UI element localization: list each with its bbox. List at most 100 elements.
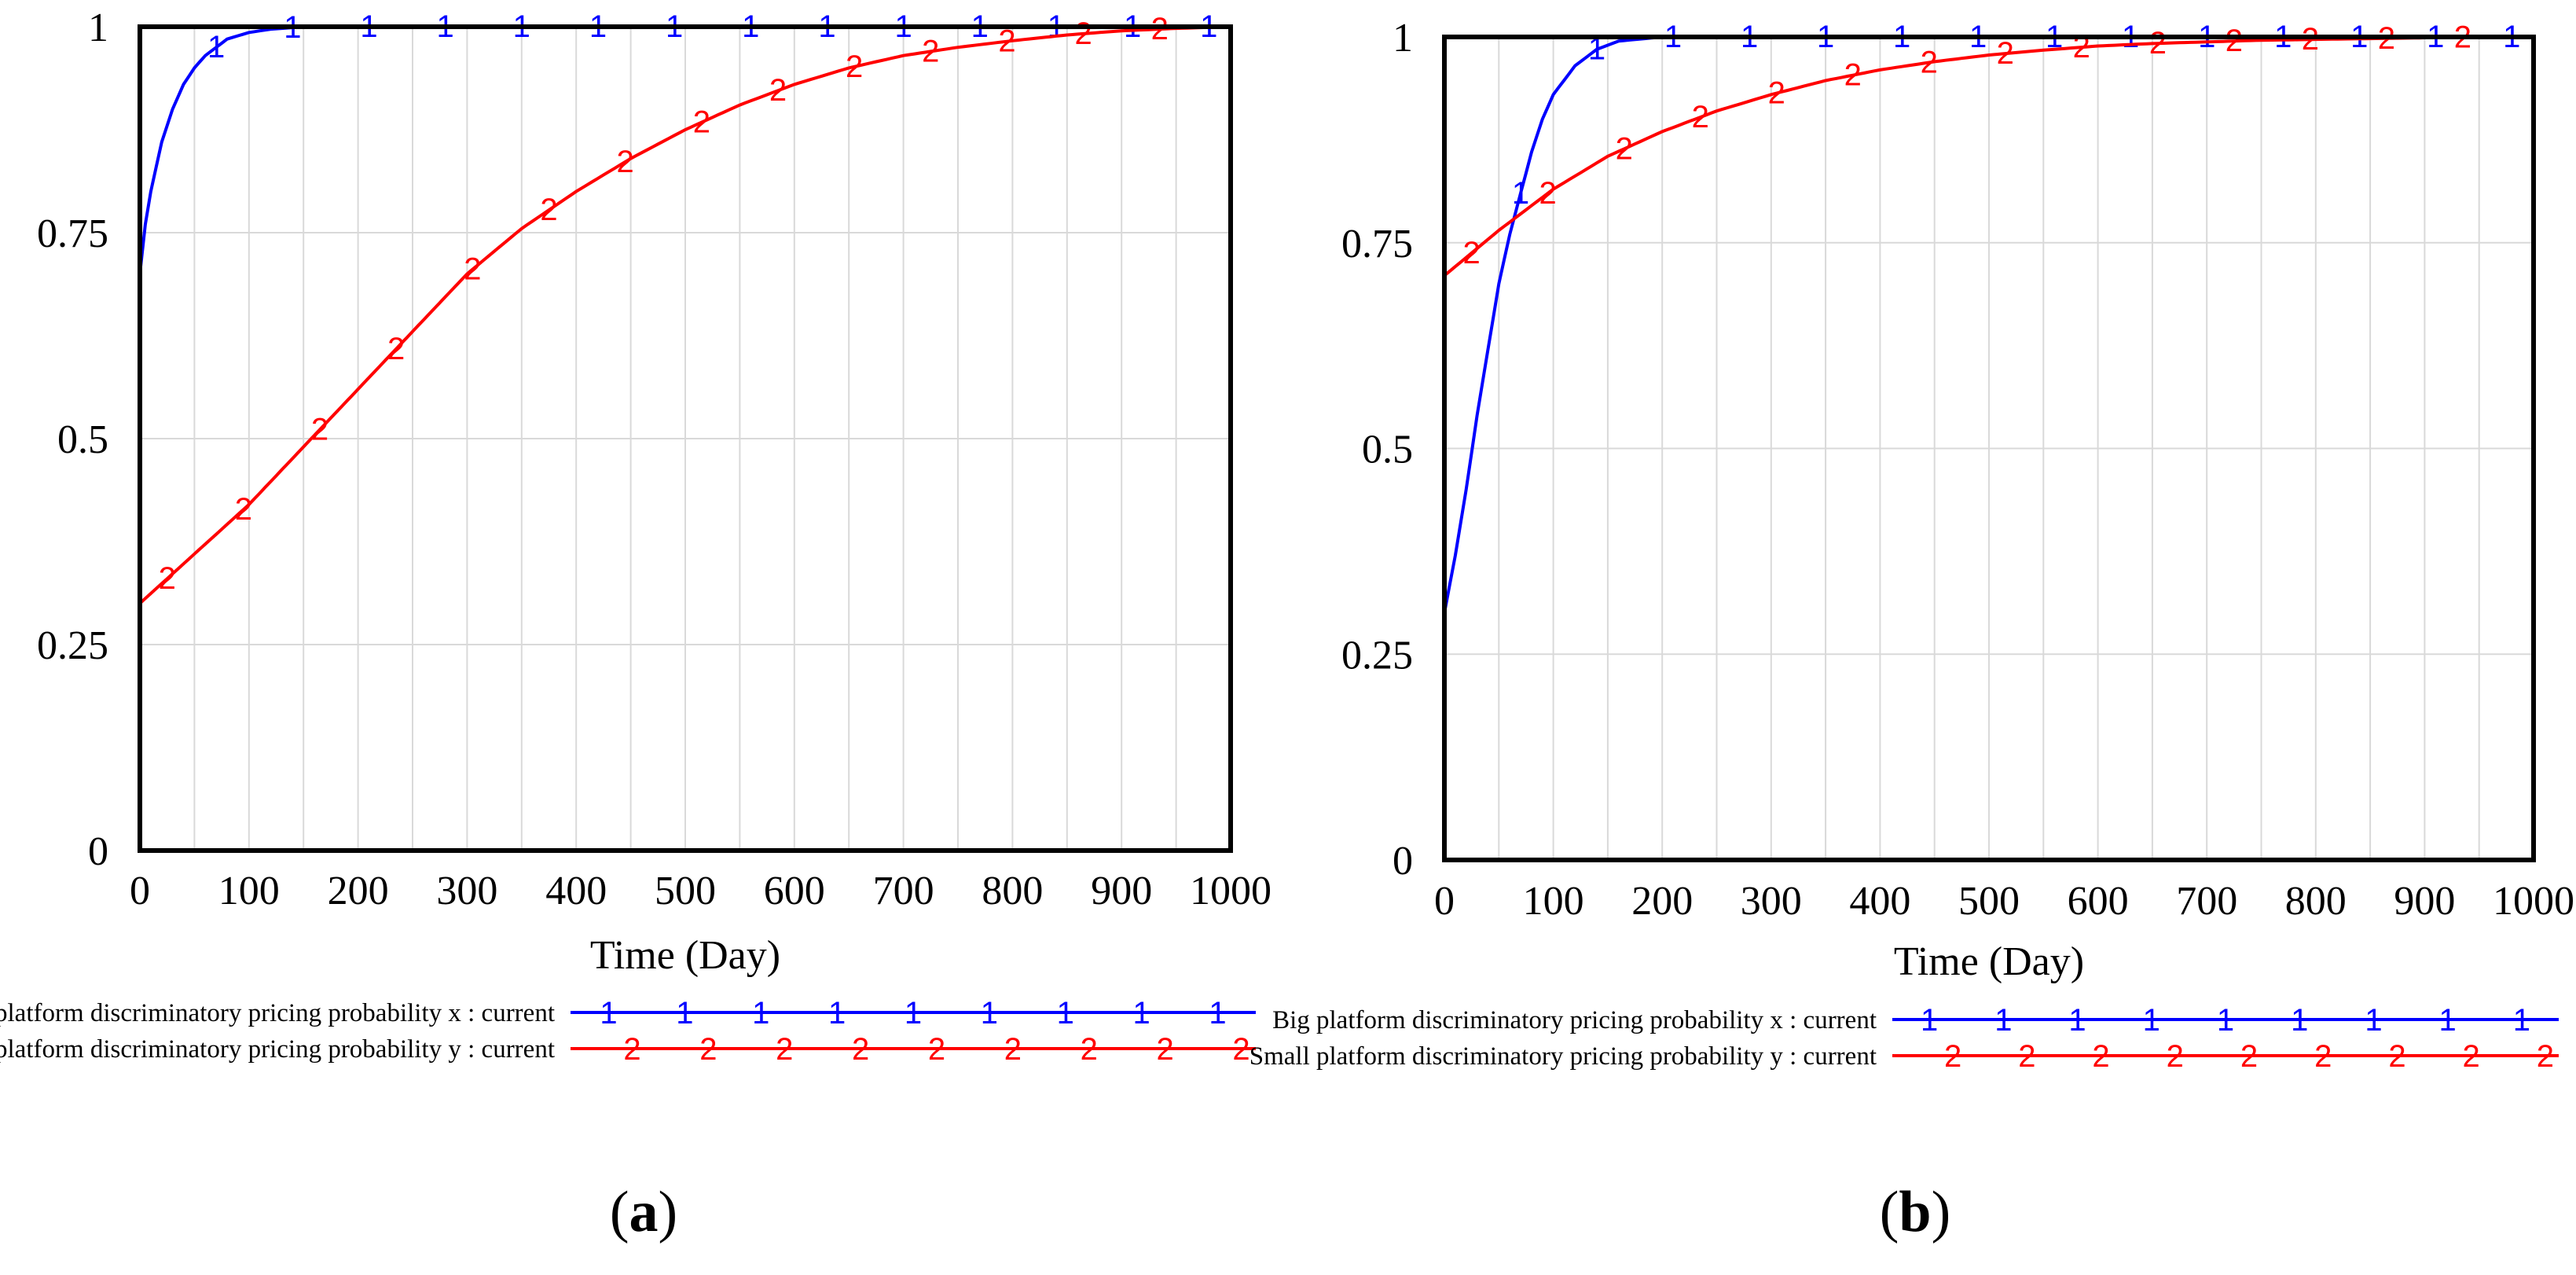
legend-marker-1: 1 [2291,1003,2308,1038]
y-tick-label: 0.75 [1341,222,1413,266]
legend-marker-2: 2 [623,1032,640,1067]
x-tick-label: 1000 [2493,879,2574,924]
x-tick-label: 900 [2394,879,2455,924]
legend-marker-1: 1 [2439,1003,2457,1038]
legend-marker-1: 1 [2365,1003,2382,1038]
series-marker-2: 2 [769,73,787,108]
legend-marker-2: 2 [1232,1032,1249,1067]
series-marker-2: 2 [1616,131,1633,166]
series-marker-2: 2 [1768,76,1785,111]
x-tick-label: 800 [2285,879,2347,924]
legend-marker-1: 1 [752,996,769,1031]
series-marker-1: 1 [1588,32,1605,67]
legend-marker-1: 1 [1921,1003,1938,1038]
panel-label-b: (b) [1879,1180,1951,1244]
series-marker-2: 2 [311,412,328,446]
series-marker-2: 2 [1151,12,1169,46]
series-marker-2: 2 [998,24,1015,59]
y-tick-label: 0.75 [37,211,108,256]
legend-marker-2: 2 [2240,1039,2258,1074]
series-marker-2: 2 [159,561,176,596]
series-marker-1: 1 [207,30,225,64]
series-marker-2: 2 [235,492,252,527]
legend-marker-1: 1 [676,996,693,1031]
legend-marker-1: 1 [905,996,922,1031]
legend-b: Big platform discriminatory pricing prob… [1249,1003,2559,1074]
y-tick-label: 0.25 [37,623,108,668]
x-tick-label: 300 [1741,879,1802,924]
series-line-2 [138,25,1231,605]
x-axis-label: Time (Day) [590,933,780,978]
series-marker-2: 2 [1997,36,2014,71]
legend-marker-1: 1 [600,996,617,1031]
y-tick-label: 0 [88,829,108,874]
series-marker-2: 2 [2302,22,2319,57]
x-tick-label: 200 [328,869,389,913]
legend-marker-2: 2 [2167,1039,2184,1074]
legend-label-1: Big platform discriminatory pricing prob… [0,999,555,1027]
plot-frame [138,24,1233,853]
x-tick-label: 100 [218,869,280,913]
x-tick-label: 600 [764,869,825,913]
legend-marker-2: 2 [2018,1039,2035,1074]
legend-marker-1: 1 [2513,1003,2530,1038]
legend-label-1: Big platform discriminatory pricing prob… [1272,1006,1877,1034]
legend-marker-1: 1 [1057,996,1074,1031]
legend-marker-2: 2 [2314,1039,2332,1074]
legend-label-2: Small platform discriminatory pricing pr… [0,1035,555,1064]
legend-a: Big platform discriminatory pricing prob… [0,996,1256,1067]
legend-marker-1: 1 [828,996,846,1031]
x-tick-label: 500 [1958,879,2020,924]
x-tick-label: 700 [2176,879,2237,924]
legend-marker-1: 1 [2068,1003,2086,1038]
legend-marker-2: 2 [1081,1032,1098,1067]
series-marker-2: 2 [922,34,939,68]
series-marker-2: 2 [1463,236,1481,270]
series-marker-2: 2 [464,252,481,287]
y-tick-label: 0.5 [57,417,108,462]
series-marker-2: 2 [1692,100,1709,134]
series-marker-2: 2 [2149,26,2167,61]
x-tick-label: 0 [1434,879,1455,924]
x-tick-label: 400 [545,869,607,913]
series-marker-2: 2 [1074,17,1092,51]
series-marker-2: 2 [846,50,863,84]
legend-marker-2: 2 [776,1032,793,1067]
legend-marker-2: 2 [2463,1039,2480,1074]
legend-marker-1: 1 [981,996,998,1031]
legend-marker-1: 1 [2143,1003,2160,1038]
series-marker-2: 2 [2226,24,2243,58]
y-tick-label: 1 [1393,16,1413,61]
legend-marker-2: 2 [2092,1039,2109,1074]
x-tick-label: 0 [130,869,150,913]
y-tick-label: 0 [1393,839,1413,884]
legend-marker-1: 1 [1133,996,1150,1031]
x-tick-label: 900 [1091,869,1152,913]
legend-label-2: Small platform discriminatory pricing pr… [1249,1042,1877,1071]
plot-frame [1442,35,2536,862]
series-marker-2: 2 [387,332,405,366]
x-tick-label: 800 [982,869,1043,913]
legend-marker-2: 2 [852,1032,869,1067]
legend-marker-1: 1 [2217,1003,2234,1038]
x-tick-label: 700 [873,869,934,913]
y-tick-label: 0.25 [1341,633,1413,678]
series-marker-2: 2 [540,193,557,227]
legend-marker-2: 2 [2388,1039,2405,1074]
series-marker-2: 2 [1844,58,1862,93]
legend-marker-2: 2 [2537,1039,2554,1074]
legend-marker-2: 2 [928,1032,945,1067]
series-marker-2: 2 [693,105,710,140]
x-axis-label: Time (Day) [1894,939,2084,984]
x-tick-label: 200 [1631,879,1693,924]
series-marker-2: 2 [1539,176,1557,211]
x-tick-label: 300 [436,869,497,913]
legend-marker-2: 2 [1004,1032,1022,1067]
legend-marker-2: 2 [1944,1039,1961,1074]
panel-label-a: (a) [609,1180,678,1244]
legend-marker-2: 2 [699,1032,717,1067]
y-tick-label: 1 [88,6,108,50]
